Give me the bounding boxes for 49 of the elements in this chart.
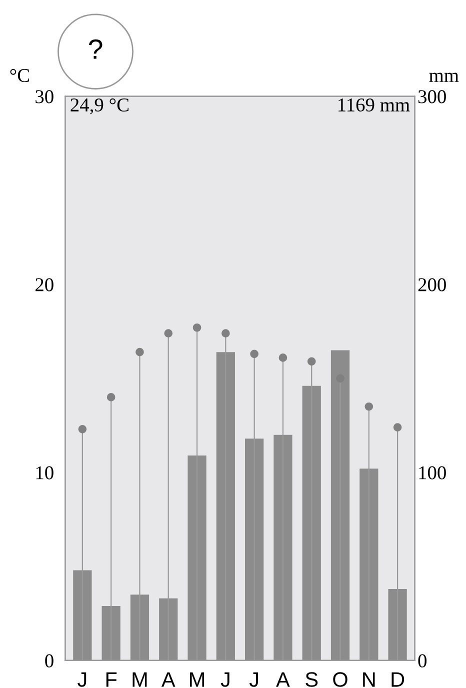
bar <box>159 598 178 660</box>
y2-axis-title: mm <box>429 72 459 82</box>
bar <box>216 352 235 660</box>
x-tick-label: A <box>276 672 290 687</box>
x-tick-label: M <box>190 672 204 687</box>
bar <box>302 386 321 660</box>
x-tick-label: A <box>161 672 176 687</box>
x-tick-label: D <box>392 672 404 687</box>
x-tick-label: F <box>106 672 117 687</box>
bar <box>330 350 350 660</box>
point <box>364 402 374 411</box>
bar <box>188 456 206 660</box>
point <box>192 323 202 332</box>
bar <box>388 589 407 660</box>
bar <box>130 594 150 660</box>
point <box>164 329 173 338</box>
x-tick-label: J <box>78 672 86 687</box>
y2-tick-label: 200 <box>418 278 446 292</box>
point <box>336 374 344 383</box>
text: ? <box>88 39 102 59</box>
y2-tick-label: 0 <box>418 654 426 668</box>
y-tick-label: 30 <box>36 90 54 104</box>
point <box>136 348 144 356</box>
x-tick-label: S <box>306 672 318 687</box>
bar <box>360 468 378 660</box>
annotation: 24,9 °C <box>70 98 128 114</box>
bar <box>245 438 264 660</box>
y-tick-label: 10 <box>36 466 54 480</box>
x-tick-label: J <box>249 672 258 687</box>
point <box>393 423 402 432</box>
point <box>250 350 258 358</box>
x-tick-label: M <box>132 672 147 687</box>
point <box>278 354 288 362</box>
y-tick-label: 0 <box>45 654 54 668</box>
point <box>222 329 230 338</box>
bar <box>102 606 120 660</box>
x-tick-label: N <box>363 672 375 687</box>
bar <box>274 434 292 660</box>
point <box>106 393 116 402</box>
y2-tick-label: 100 <box>419 466 446 480</box>
bar <box>73 570 92 660</box>
x-tick-label: J <box>220 672 230 687</box>
y2-tick-label: 300 <box>418 90 446 104</box>
point <box>78 425 87 434</box>
x-tick-label: O <box>333 672 348 687</box>
point <box>307 357 316 366</box>
y-tick-label: 20 <box>36 278 54 292</box>
y-axis-title: °C <box>10 68 29 82</box>
annotation: 1169 mm <box>338 98 410 112</box>
